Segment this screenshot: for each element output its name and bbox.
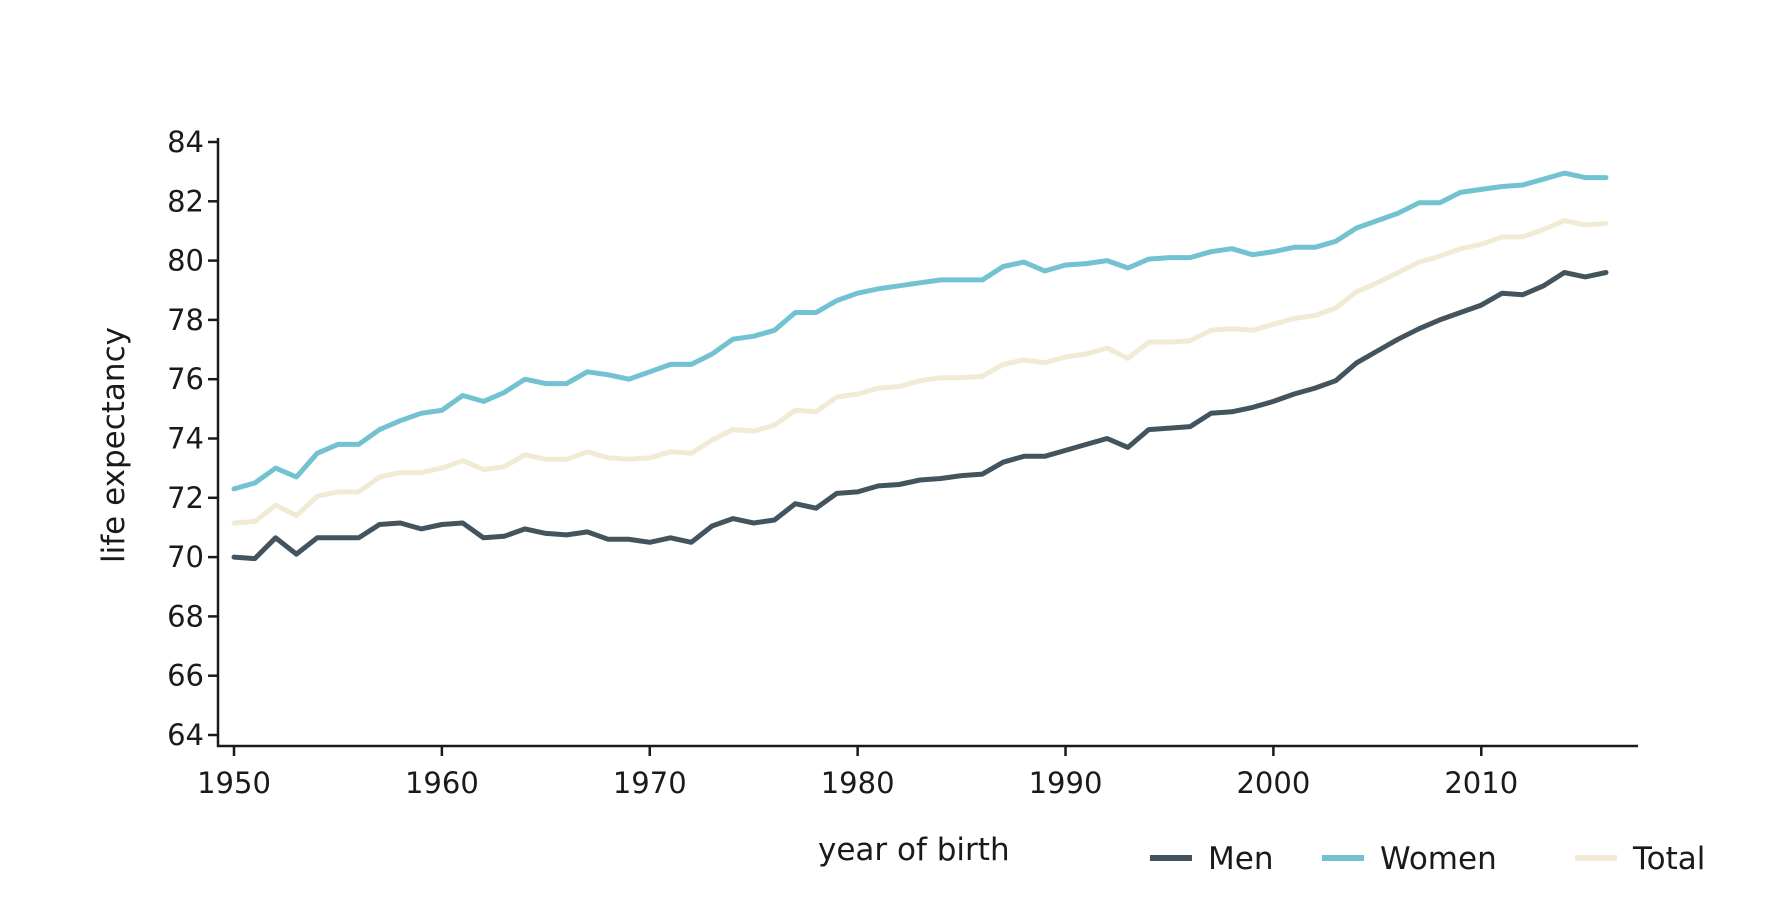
y-axis-title: life expectancy [96, 327, 132, 563]
legend-label-total: Total [1632, 841, 1705, 877]
x-tick-label: 2000 [1236, 766, 1310, 800]
y-tick-label: 74 [167, 422, 204, 456]
legend-label-women: Women [1380, 841, 1497, 877]
axes [216, 138, 1638, 748]
x-tick-label: 1990 [1029, 766, 1103, 800]
y-tick-label: 72 [167, 481, 204, 515]
series-line-men [231, 270, 1609, 562]
y-tick-label: 64 [167, 718, 204, 752]
x-axis-title: year of birth [818, 832, 1010, 868]
x-tick-label: 1960 [405, 766, 479, 800]
series-lines [231, 170, 1609, 562]
y-tick-label: 78 [167, 303, 204, 337]
y-tick-label: 76 [167, 362, 204, 396]
legend-label-men: Men [1208, 841, 1273, 877]
y-axis-ticks: 64 66 68 70 72 74 76 78 80 82 84 [167, 125, 218, 752]
y-tick-label: 84 [167, 125, 204, 159]
x-tick-label: 2010 [1444, 766, 1518, 800]
series-line-total [231, 218, 1609, 526]
y-tick-label: 80 [167, 244, 204, 278]
y-tick-label: 70 [167, 540, 204, 574]
x-axis-ticks: 1950 1960 1970 1980 1990 2000 2010 [197, 746, 1518, 800]
series-line-women [231, 170, 1609, 492]
x-tick-label: 1980 [821, 766, 895, 800]
x-tick-label: 1970 [613, 766, 687, 800]
axis-lines [216, 138, 1638, 748]
y-tick-label: 66 [167, 659, 204, 693]
legend: Men Women Total [1150, 841, 1705, 877]
y-tick-label: 68 [167, 599, 204, 633]
x-tick-label: 1950 [197, 766, 271, 800]
y-tick-label: 82 [167, 184, 204, 218]
